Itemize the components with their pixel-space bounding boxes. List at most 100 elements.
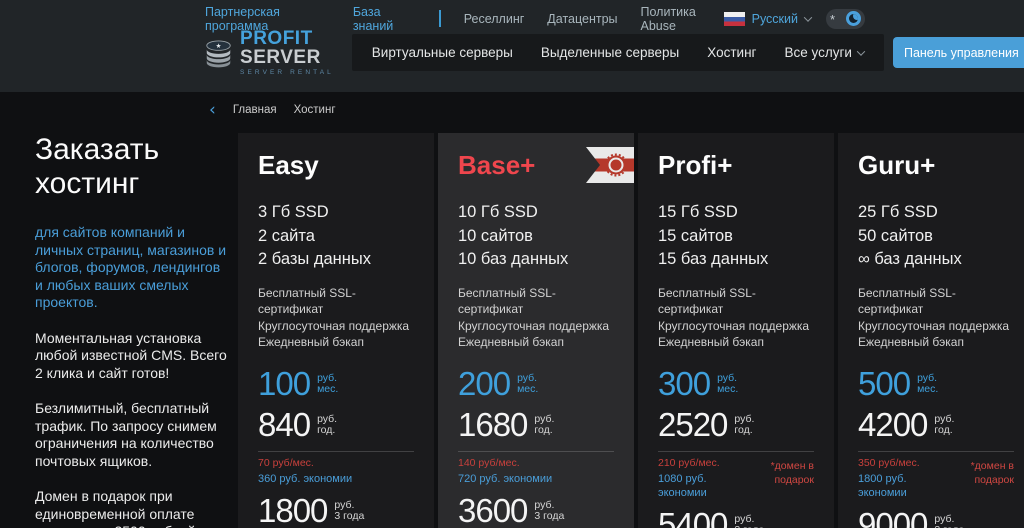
nav-virtual-servers[interactable]: Виртуальные серверы bbox=[371, 45, 513, 60]
nav-dedicated-servers[interactable]: Выделенные серверы bbox=[540, 45, 680, 60]
feature-item: Круглосуточная поддержка bbox=[258, 318, 410, 333]
divider bbox=[258, 450, 414, 452]
benefit-paragraph: Моментальная установка любой известной C… bbox=[35, 329, 227, 381]
intro-text: для сайтов компаний и личных страниц, ма… bbox=[35, 224, 227, 310]
top-link-datacenters[interactable]: Датацентры bbox=[547, 11, 618, 26]
plan-card-profi-plus: Profi+ 15 Гб SSD 15 сайтов 15 баз данных… bbox=[638, 133, 834, 528]
price-yearly: 2520 руб. год. bbox=[658, 405, 755, 443]
spec-item: 10 баз данных bbox=[458, 250, 569, 268]
logo-title: PROFIT SERVER bbox=[240, 28, 321, 68]
language-selector[interactable]: Русский bbox=[723, 11, 813, 26]
yearly-economy: 70 руб/мес. 360 руб. экономии bbox=[258, 457, 414, 486]
hosting-plans-section: Заказать хостинг для сайтов компаний и л… bbox=[35, 133, 1024, 528]
price-3-years: 1800 руб. 3 года bbox=[258, 491, 365, 528]
benefit-paragraph: Безлимитный, бесплатный трафик. По запро… bbox=[35, 400, 217, 469]
breadcrumb-home[interactable]: Главная bbox=[232, 104, 277, 116]
plan-card-base-plus: Base+ 10 Гб SSD 10 сайтов 10 баз данных … bbox=[438, 133, 634, 528]
spec-item: 25 Гб SSD bbox=[858, 203, 938, 221]
breadcrumb-hosting[interactable]: Хостинг bbox=[293, 104, 336, 116]
domain-gift-note: *домен в подарок bbox=[770, 459, 814, 486]
breadcrumb: ‹ Главная Хостинг bbox=[209, 100, 1024, 120]
feature-item: Бесплатный SSL-сертификат bbox=[858, 285, 956, 317]
plans-row: Easy 3 Гб SSD 2 сайта 2 базы данных Бесп… bbox=[238, 133, 1024, 528]
per-month-equivalent: 210 руб/мес. bbox=[658, 456, 720, 469]
top-link-abuse-policy[interactable]: Политика Abuse bbox=[640, 4, 696, 33]
chevron-down-icon bbox=[856, 46, 866, 56]
savings-label: 360 руб. экономии bbox=[258, 472, 353, 485]
plan-name: Guru+ bbox=[858, 150, 936, 180]
spec-item: ∞ баз данных bbox=[858, 250, 962, 268]
spec-item: 3 Гб SSD bbox=[258, 203, 329, 221]
spec-item: 15 баз данных bbox=[658, 250, 769, 268]
divider bbox=[858, 450, 1014, 452]
plan-specs: 10 Гб SSD 10 сайтов 10 баз данных bbox=[458, 201, 614, 272]
plan-card-guru-plus: Guru+ 25 Гб SSD 50 сайтов ∞ баз данных Б… bbox=[838, 133, 1024, 528]
spec-item: 2 сайта bbox=[258, 226, 315, 245]
page-title: Заказать хостинг bbox=[35, 133, 160, 200]
chevron-down-icon bbox=[803, 12, 813, 22]
savings-label: 1800 руб. экономии bbox=[858, 472, 907, 499]
yearly-economy: 210 руб/мес. 1080 руб. экономии *домен в… bbox=[658, 457, 814, 500]
feature-item: Ежедневный бэкап bbox=[258, 335, 364, 349]
price-3-years: 5400 руб.3 года bbox=[658, 505, 764, 528]
price-monthly: 500 руб. мес. bbox=[858, 364, 939, 402]
plan-features: Бесплатный SSL-сертификат Круглосуточная… bbox=[658, 285, 814, 351]
feature-item: Ежедневный бэкап bbox=[658, 335, 764, 349]
feature-item: Ежедневный бэкап bbox=[858, 335, 964, 349]
per-month-equivalent: 350 руб/мес. bbox=[858, 456, 920, 469]
price-yearly: 840 руб. год. bbox=[258, 405, 338, 443]
logo-icon: ★ bbox=[206, 40, 231, 67]
feature-item: Круглосуточная поддержка bbox=[658, 318, 810, 333]
theme-toggle[interactable]: * bbox=[826, 8, 865, 29]
benefit-paragraph: Домен в подарок при единовременной оплат… bbox=[35, 488, 207, 528]
feature-item: Бесплатный SSL-сертификат bbox=[458, 285, 556, 317]
spec-item: 50 сайтов bbox=[858, 226, 933, 245]
price-monthly: 300 руб. мес. bbox=[658, 364, 739, 402]
plan-features: Бесплатный SSL-сертификат Круглосуточная… bbox=[458, 285, 614, 351]
sun-icon: * bbox=[830, 12, 836, 27]
price-monthly: 100 руб. мес. bbox=[258, 364, 339, 402]
top-link-reselling[interactable]: Реселлинг bbox=[463, 11, 525, 26]
price-yearly: 1680 руб. год. bbox=[458, 405, 555, 443]
feature-item: Круглосуточная поддержка bbox=[458, 318, 610, 333]
nav-hosting[interactable]: Хостинг bbox=[707, 45, 757, 60]
moon-icon bbox=[849, 14, 858, 23]
feature-item: Бесплатный SSL-сертификат bbox=[658, 285, 756, 317]
control-panel-button[interactable]: Панель управления bbox=[892, 37, 1024, 68]
svg-text:★: ★ bbox=[216, 42, 222, 50]
spec-item: 10 Гб SSD bbox=[458, 203, 538, 221]
nav-all-services[interactable]: Все услуги bbox=[770, 45, 877, 60]
spec-item: 15 Гб SSD bbox=[658, 203, 738, 221]
savings-label: 720 руб. экономии bbox=[458, 472, 553, 485]
plan-specs: 25 Гб SSD 50 сайтов ∞ баз данных bbox=[858, 201, 1014, 272]
yearly-economy: 140 руб/мес. 720 руб. экономии bbox=[458, 457, 614, 486]
plan-features: Бесплатный SSL-сертификат Круглосуточная… bbox=[258, 285, 414, 351]
price-3-years: 3600 руб. 3 года bbox=[458, 491, 565, 528]
plan-features: Бесплатный SSL-сертификат Круглосуточная… bbox=[858, 285, 1014, 351]
feature-item: Ежедневный бэкап bbox=[458, 335, 564, 349]
site-header: Партнерская программа База знаний Реселл… bbox=[0, 0, 1024, 92]
plan-name: Base+ bbox=[458, 150, 536, 180]
price-yearly: 4200 руб. год. bbox=[858, 405, 955, 443]
spec-item: 10 сайтов bbox=[458, 226, 533, 245]
domain-gift-note: *домен в подарок bbox=[970, 459, 1014, 486]
per-month-equivalent: 140 руб/мес. bbox=[458, 456, 520, 469]
back-chevron-icon[interactable]: ‹ bbox=[209, 100, 216, 120]
plan-name: Profi+ bbox=[658, 150, 733, 180]
award-badge-icon bbox=[586, 147, 634, 183]
spec-item: 2 базы данных bbox=[258, 250, 371, 268]
price-monthly: 200 руб. мес. bbox=[458, 364, 539, 402]
main-nav: Виртуальные серверы Выделенные серверы Х… bbox=[351, 34, 884, 71]
logo[interactable]: ★ PROFIT SERVER SERVER RENTAL bbox=[205, 29, 338, 76]
top-nav: Партнерская программа База знаний Реселл… bbox=[205, 0, 865, 33]
yearly-economy: 350 руб/мес. 1800 руб. экономии *домен в… bbox=[858, 457, 1014, 500]
plan-card-easy: Easy 3 Гб SSD 2 сайта 2 базы данных Бесп… bbox=[238, 133, 434, 528]
top-link-partner-program[interactable]: Партнерская программа bbox=[205, 4, 280, 33]
feature-item: Бесплатный SSL-сертификат bbox=[258, 285, 356, 317]
language-label: Русский bbox=[751, 11, 798, 26]
plan-specs: 3 Гб SSD 2 сайта 2 базы данных bbox=[258, 201, 414, 272]
top-link-knowledge-base[interactable]: База знаний bbox=[352, 4, 394, 33]
logo-subtitle: SERVER RENTAL bbox=[240, 69, 334, 76]
per-month-equivalent: 70 руб/мес. bbox=[258, 456, 314, 469]
divider bbox=[658, 450, 814, 452]
